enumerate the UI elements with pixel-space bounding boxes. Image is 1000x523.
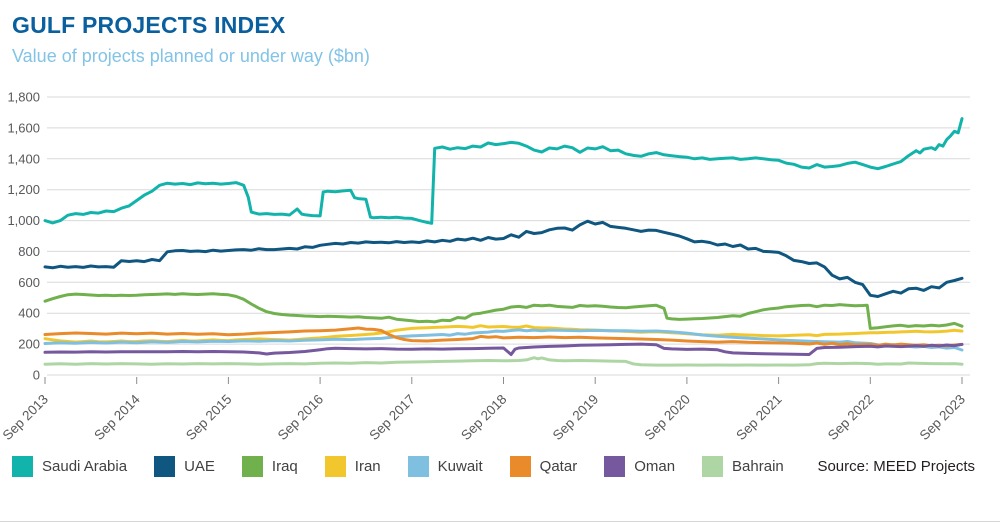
legend-item-oman: Oman <box>604 455 676 477</box>
x-axis-tick-label: Sep 2018 <box>458 392 509 443</box>
legend-swatch-oman <box>604 455 626 477</box>
legend-label-iraq: Iraq <box>271 457 298 475</box>
legend-item-saudi-arabia: Saudi Arabia <box>12 455 128 477</box>
legend-label-uae: UAE <box>184 457 215 475</box>
bottom-divider <box>0 521 1000 522</box>
legend-label-qatar: Qatar <box>539 457 578 475</box>
legend-label-bahrain: Bahrain <box>732 457 784 475</box>
legend-item-bahrain: Bahrain <box>702 455 784 477</box>
x-axis-tick-label: Sep 2022 <box>825 392 876 443</box>
y-axis-tick-label: 1,400 <box>7 151 40 166</box>
y-axis-tick-label: 200 <box>18 337 40 352</box>
legend-swatch-qatar <box>509 455 531 477</box>
chart-subtitle: Value of projects planned or under way (… <box>12 46 370 66</box>
chart-legend: Saudi Arabia UAE Iraq Iran Kuwait Qatar Oman Ba… <box>12 455 784 477</box>
series-line-qatar <box>43 326 964 348</box>
legend-swatch-bahrain <box>702 455 724 477</box>
x-axis-tick-label: Sep 2019 <box>550 392 601 443</box>
series-line-iraq <box>43 292 964 330</box>
x-axis-tick-label: Sep 2016 <box>275 392 326 443</box>
y-axis-tick-label: 400 <box>18 306 40 321</box>
legend-item-qatar: Qatar <box>509 455 578 477</box>
y-axis-tick-label: 800 <box>18 244 40 259</box>
page-title: GULF PROJECTS INDEX <box>12 12 286 38</box>
y-axis-tick-label: 600 <box>18 275 40 290</box>
legend-swatch-uae <box>154 455 176 477</box>
legend-item-uae: UAE <box>154 455 215 477</box>
series-line-saudi-arabia <box>43 117 964 225</box>
series-line-bahrain <box>43 356 964 367</box>
y-axis-tick-label: 1,600 <box>7 120 40 135</box>
x-axis-tick-label: Sep 2015 <box>183 392 234 443</box>
legend-swatch-iran <box>324 455 346 477</box>
y-axis-tick-label: 1,000 <box>7 213 40 228</box>
y-axis-tick-label: 1,200 <box>7 182 40 197</box>
series-line-oman <box>43 342 964 356</box>
x-axis-tick-label: Sep 2021 <box>733 392 784 443</box>
legend-item-iran: Iran <box>324 455 381 477</box>
legend-label-iran: Iran <box>354 457 381 475</box>
x-axis-tick-label: Sep 2013 <box>0 392 51 443</box>
x-axis-tick-label: Sep 2020 <box>642 392 693 443</box>
legend-item-iraq: Iraq <box>241 455 298 477</box>
legend-swatch-saudi-arabia <box>12 455 33 477</box>
chart-header: GULF PROJECTS INDEX Value of projects pl… <box>12 12 370 67</box>
legend-label-kuwait: Kuwait <box>437 457 483 475</box>
legend-bar: Saudi Arabia UAE Iraq Iran Kuwait Qatar Oman Ba… <box>12 453 975 479</box>
x-axis-tick-label: Sep 2017 <box>366 392 417 443</box>
y-axis-tick-label: 1,800 <box>7 90 40 105</box>
legend-label-saudi-arabia: Saudi Arabia <box>42 457 128 475</box>
legend-label-oman: Oman <box>634 457 676 475</box>
legend-item-kuwait: Kuwait <box>407 455 483 477</box>
x-axis-tick-label: Sep 2014 <box>91 391 143 443</box>
legend-swatch-iraq <box>241 455 263 477</box>
series-line-uae <box>43 219 964 298</box>
y-axis-tick-label: 0 <box>33 368 40 383</box>
x-axis-tick-label: Sep 2023 <box>917 392 968 443</box>
legend-swatch-kuwait <box>407 455 429 477</box>
source-credit: Source: MEED Projects <box>817 457 975 475</box>
